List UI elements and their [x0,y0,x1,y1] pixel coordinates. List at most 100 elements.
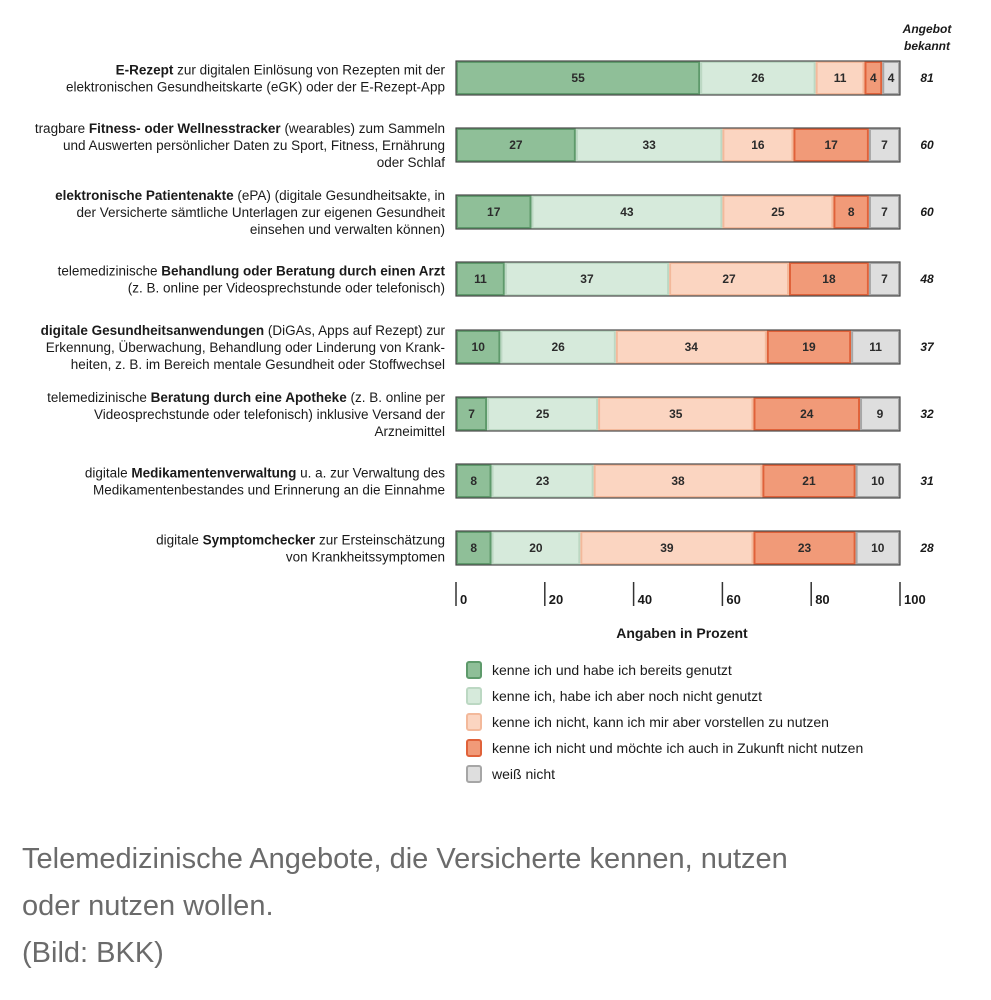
known-value: 48 [919,272,934,286]
x-tick-label: 100 [904,592,926,607]
bar-value-label: 43 [620,205,634,219]
bar-segment [860,397,900,431]
bar-segment [855,531,900,565]
known-value: 37 [920,340,935,354]
bar-value-label: 24 [800,407,814,421]
bar-segment [722,195,834,229]
category-label: heiten, z. B. im Bereich mentale Gesundh… [71,357,445,372]
bar-segment [456,330,501,364]
legend-label: kenne ich nicht, kann ich mir aber vorst… [492,714,829,730]
category-label: Videosprechstunde oder telefonisch) inkl… [94,407,445,422]
bar-outline [455,396,901,432]
bar-outline [455,329,901,365]
bar-segment [762,464,856,498]
bar-outline [455,194,901,230]
category-label: elektronischen Gesundheitskarte (eGK) od… [66,80,445,95]
known-value: 60 [920,205,934,219]
legend-label: kenne ich, habe ich aber noch nicht genu… [492,688,762,704]
bar-segment [491,464,594,498]
category-label: telemedizinische Beratung durch eine Apo… [47,390,445,405]
x-tick-label: 80 [815,592,829,607]
bar-value-label: 19 [802,340,816,354]
bar-value-label: 4 [888,71,895,85]
bar-segment [868,195,900,229]
category-label: der Versicherte sämtliche Unterlagen zur… [77,205,446,220]
bar-value-label: 7 [881,272,888,286]
x-tick-label: 20 [549,592,563,607]
bar-outline [455,530,901,566]
category-label: elektronische Patientenakte (ePA) (digit… [55,188,445,203]
bar-segment [598,397,754,431]
known-column-header: bekannt [904,39,951,53]
x-axis-title: Angaben in Prozent [616,625,748,641]
bar-value-label: 20 [529,541,543,555]
bar-value-label: 25 [536,407,550,421]
category-label: von Krankheitssymptomen [286,550,445,565]
bar-value-label: 27 [509,138,523,152]
bar-segment [851,330,900,364]
legend-label: kenne ich nicht und möchte ich auch in Z… [492,740,863,756]
bar-value-label: 16 [751,138,765,152]
bar-segment [833,195,869,229]
bar-value-label: 9 [877,407,884,421]
legend-swatch [466,739,482,757]
known-value: 28 [919,541,934,555]
bar-value-label: 23 [798,541,812,555]
legend-swatch [466,661,482,679]
bar-segment [753,531,856,565]
bar-value-label: 7 [468,407,475,421]
bar-value-label: 39 [660,541,674,555]
bar-segment [793,128,869,162]
category-label: Medikamentenbestandes und Erinnerung an … [93,483,445,498]
legend-swatch [466,765,482,783]
bar-segment [456,262,505,296]
legend-label: kenne ich und habe ich bereits genutzt [492,662,732,678]
bar-segment [456,464,492,498]
bar-value-label: 8 [470,541,477,555]
bar-value-label: 37 [580,272,594,286]
bar-outline [455,60,901,96]
bar-segment [722,128,794,162]
x-tick-label: 40 [638,592,652,607]
bar-value-label: 33 [642,138,656,152]
bar-segment [868,128,900,162]
bar-segment [575,128,723,162]
bar-value-label: 8 [470,474,477,488]
bar-segment [580,531,754,565]
bar-value-label: 10 [871,474,885,488]
bar-segment [593,464,763,498]
bar-segment [456,128,576,162]
category-label: oder Schlaf [377,155,446,170]
bar-segment [504,262,670,296]
bar-segment [864,61,883,95]
bar-outline [455,127,901,163]
bar-segment [882,61,900,95]
bar-value-label: 21 [802,474,816,488]
bar-value-label: 18 [822,272,836,286]
stacked-bar-chart: Angebot bekannt E-Rezept zur digitalen Ein… [35,22,953,783]
known-value: 60 [920,138,934,152]
x-tick-label: 0 [460,592,467,607]
bar-outline [455,261,901,297]
bar-segment [753,397,861,431]
bar-segment [855,464,900,498]
bar-value-label: 17 [825,138,839,152]
caption-line-2: oder nutzen wollen. [22,890,274,922]
bar-value-label: 26 [751,71,765,85]
category-label: digitale Symptomchecker zur Ersteinschät… [156,533,445,548]
category-label: Arzneimittel [374,424,445,439]
bar-value-label: 7 [881,205,888,219]
bar-value-label: 38 [671,474,685,488]
bar-value-label: 11 [869,340,882,354]
category-label: E-Rezept zur digitalen Einlösung von Rez… [116,63,446,78]
bar-value-label: 11 [474,272,487,286]
category-label: Erkennung, Überwachung, Behandlung oder … [46,340,445,355]
category-label: tragbare Fitness- oder Wellnesstracker (… [35,121,445,136]
bar-segment [487,397,599,431]
known-column-header: Angebot [902,22,953,36]
bar-segment [456,531,492,565]
bar-value-label: 23 [536,474,550,488]
category-label: einsehen und verwalten können) [250,222,445,237]
bar-value-label: 25 [771,205,785,219]
figure-caption: Telemedizinische Angebote, die Versicher… [22,836,972,977]
